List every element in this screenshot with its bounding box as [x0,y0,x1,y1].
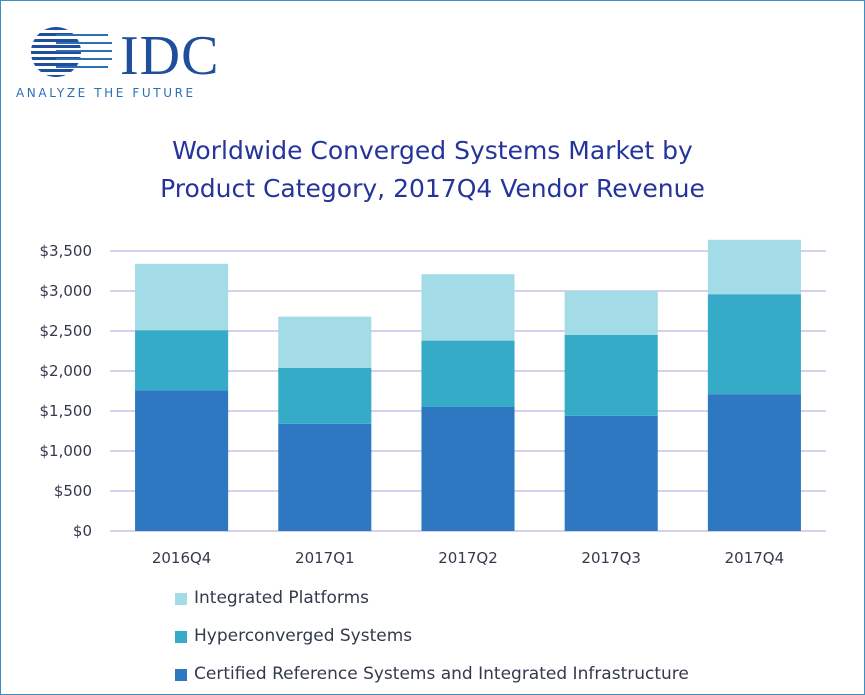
legend-swatch [175,593,187,605]
bar-segment [278,423,372,531]
bar-segment [564,291,658,335]
bar-segment [707,294,801,395]
bar-segment [421,340,515,407]
legend-label: Integrated Platforms [194,588,369,608]
bar-segment [421,407,515,531]
legend-swatch [175,631,187,643]
bar-segment [135,263,229,331]
x-tick-label: 2017Q1 [295,549,355,567]
y-tick-label: $3,500 [40,242,93,260]
y-tick-label: $0 [73,522,92,540]
idc-globe-icon [31,27,112,77]
idc-logo: IDC ANALYZE THE FUTURE [16,25,220,102]
bar-segment [135,330,229,391]
bar-segment [278,367,372,424]
x-axis-ticks: 2016Q4 2017Q1 2017Q2 2017Q3 2017Q4 [152,549,784,567]
legend-swatch [175,669,187,681]
bar-segment [421,274,515,341]
idc-tagline: ANALYZE THE FUTURE [16,86,196,100]
y-tick-label: $1,000 [40,442,93,460]
y-tick-label: $3,000 [40,282,93,300]
chart-title: Worldwide Converged Systems Market by Pr… [100,132,765,208]
legend-label: Hyperconverged Systems [194,626,413,646]
bar-segment [135,390,229,531]
y-tick-label: $2,500 [40,322,93,340]
stacked-bar-chart: $0 $500 $1,000 $1,500 $2,000 $2,500 $3,000 $3,5… [40,239,826,567]
bar-segment [278,316,372,368]
y-tick-label: $500 [54,482,92,500]
bar-segment [564,415,658,531]
idc-wordmark: IDC [120,25,220,87]
chart-title-line-2: Product Category, 2017Q4 Vendor Revenue [160,174,705,203]
x-tick-label: 2016Q4 [152,549,212,567]
bar-segment [564,335,658,416]
x-tick-label: 2017Q4 [725,549,785,567]
chart-title-line-1: Worldwide Converged Systems Market by [172,136,693,165]
y-tick-label: $2,000 [40,362,93,380]
bar-segment [707,239,801,295]
y-tick-label: $1,500 [40,402,93,420]
bars [135,239,801,531]
x-tick-label: 2017Q2 [438,549,498,567]
x-tick-label: 2017Q3 [581,549,641,567]
legend-label: Certified Reference Systems and Integrat… [194,664,689,684]
y-axis-ticks: $0 $500 $1,000 $1,500 $2,000 $2,500 $3,000 $3,5… [40,242,93,540]
bar-segment [707,394,801,531]
